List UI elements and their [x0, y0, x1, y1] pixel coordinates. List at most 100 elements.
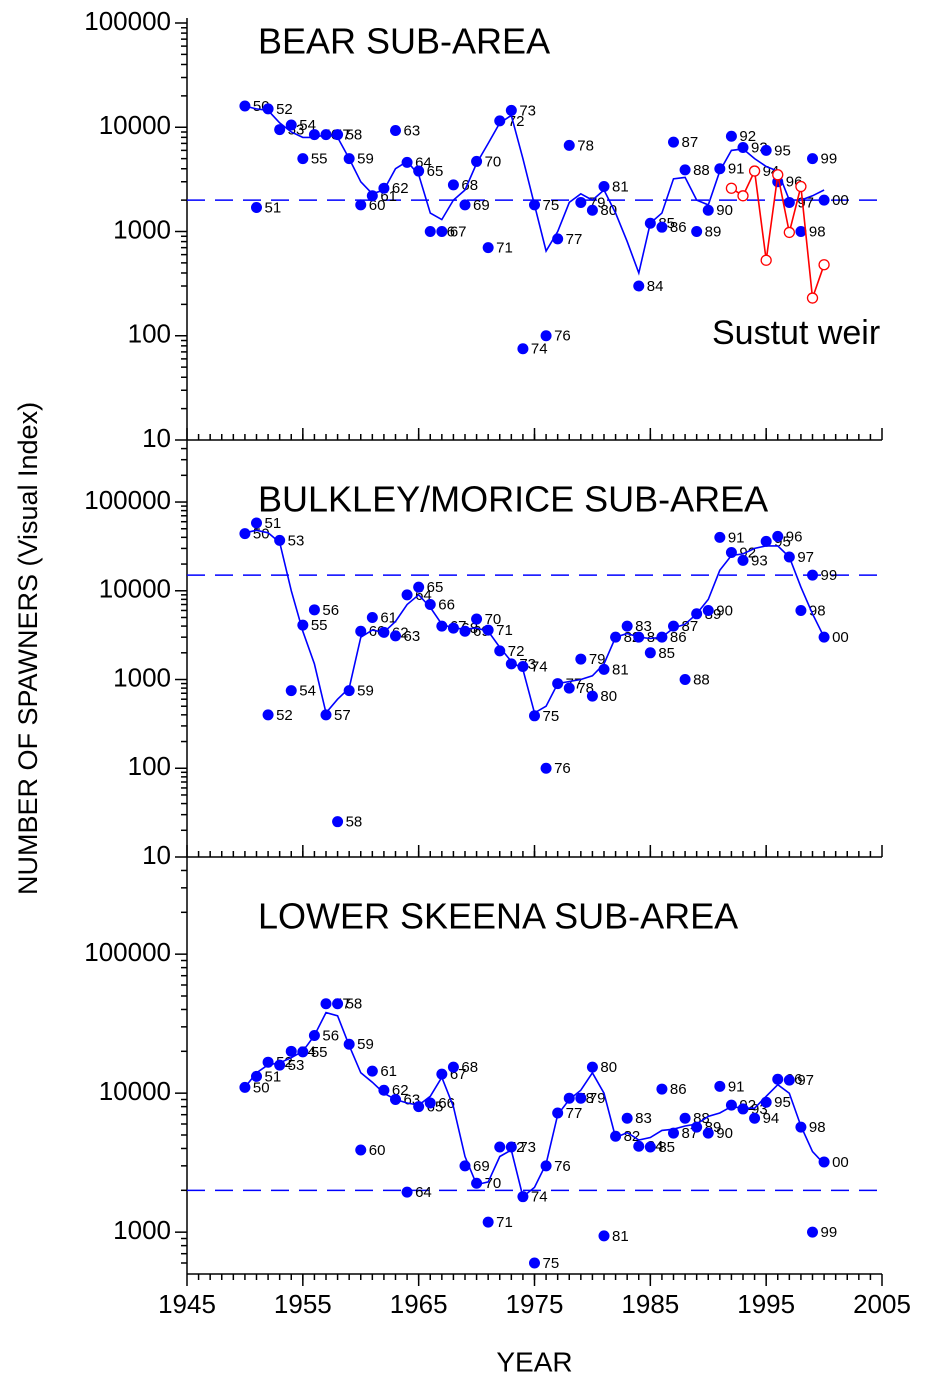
data-point	[459, 199, 471, 211]
y-tick-label: 100000	[84, 485, 171, 515]
point-label: 87	[682, 618, 699, 635]
point-label: 78	[577, 137, 594, 154]
point-label: 73	[519, 102, 536, 119]
point-label: 99	[821, 1224, 838, 1241]
point-label: 74	[531, 659, 548, 676]
point-label: 68	[461, 1059, 478, 1076]
data-point	[714, 531, 726, 543]
data-point	[563, 139, 575, 151]
point-label: 57	[334, 707, 351, 724]
data-point	[818, 194, 830, 206]
open-point	[725, 182, 738, 194]
open-point	[772, 169, 784, 181]
point-label: 83	[635, 1110, 652, 1127]
point-label: 75	[543, 1255, 560, 1272]
point-label: 64	[415, 1184, 432, 1201]
y-tick-label: 100	[128, 751, 171, 781]
data-point	[633, 1140, 645, 1152]
point-label: 98	[809, 1119, 826, 1136]
data-point	[297, 153, 309, 165]
point-label: 51	[265, 1068, 282, 1085]
point-label: 54	[299, 683, 316, 700]
y-tick-label: 10000	[99, 574, 171, 604]
y-tick-label: 10000	[99, 110, 171, 140]
data-point	[668, 620, 679, 632]
data-point	[251, 201, 262, 213]
series-annotation: Sustut weir	[712, 314, 880, 352]
data-point	[447, 1061, 459, 1073]
point-label: 89	[705, 223, 722, 240]
point-label: 71	[496, 240, 513, 257]
data-point	[355, 199, 367, 211]
data-point	[818, 1156, 830, 1168]
data-point	[621, 620, 633, 632]
data-point	[540, 762, 552, 774]
point-label: 95	[774, 1094, 791, 1111]
data-point	[482, 1216, 494, 1228]
data-point	[737, 554, 749, 566]
data-point	[529, 1257, 540, 1269]
point-label: 86	[670, 219, 687, 236]
point-label: 59	[357, 683, 374, 700]
data-point	[274, 124, 286, 136]
point-label: 85	[658, 1139, 675, 1156]
point-label: 99	[821, 567, 838, 584]
trend-line	[244, 105, 825, 276]
data-point	[598, 1230, 610, 1242]
point-label: 87	[682, 134, 699, 151]
point-label: 63	[404, 628, 421, 645]
point-label: 91	[728, 1078, 745, 1095]
point-label: 70	[485, 153, 502, 170]
x-tick-label: 1955	[274, 1289, 332, 1319]
point-label: 76	[554, 1158, 571, 1175]
open-point	[783, 226, 795, 239]
point-label: 00	[832, 629, 849, 646]
point-label: 56	[322, 1027, 339, 1044]
data-point	[586, 690, 598, 702]
data-point	[575, 1092, 587, 1104]
point-label: 90	[716, 1125, 733, 1142]
point-label: 91	[728, 161, 745, 178]
point-label: 52	[276, 101, 293, 118]
point-label: 55	[311, 617, 328, 634]
point-label: 61	[380, 609, 397, 626]
y-tick-label: 1000	[113, 1215, 171, 1245]
y-tick-label: 100000	[84, 6, 171, 36]
x-tick-label: 1945	[158, 1289, 216, 1319]
y-tick-label: 10	[142, 840, 171, 870]
point-label: 51	[265, 515, 282, 532]
data-point	[586, 1061, 598, 1073]
point-label: 00	[832, 192, 849, 209]
point-label: 92	[739, 128, 756, 145]
data-point	[378, 1084, 390, 1096]
point-label: 66	[438, 596, 455, 613]
data-point	[668, 1127, 679, 1139]
data-point	[691, 226, 703, 237]
point-label: 86	[670, 1081, 687, 1098]
data-point	[517, 343, 529, 355]
data-point	[795, 604, 807, 616]
data-point	[679, 1112, 691, 1124]
x-tick-label: 1965	[390, 1289, 448, 1319]
point-label: 84	[647, 278, 664, 295]
point-label: 74	[531, 1189, 548, 1206]
point-label: 62	[392, 180, 409, 197]
data-point	[807, 1226, 818, 1238]
point-label: 69	[473, 1158, 490, 1175]
point-label: 00	[832, 1154, 849, 1171]
y-tick-label: 100	[128, 319, 171, 349]
data-point	[308, 604, 320, 616]
data-point	[471, 613, 483, 625]
data-point	[390, 125, 401, 137]
point-label: 83	[635, 618, 652, 635]
data-point	[725, 130, 737, 142]
data-point	[320, 709, 332, 721]
trend-line	[244, 1011, 825, 1199]
point-label: 71	[496, 622, 513, 639]
point-label: 79	[589, 1090, 606, 1107]
data-point	[332, 998, 344, 1010]
y-tick-label: 1000	[113, 662, 171, 692]
data-point	[239, 528, 251, 540]
point-label: 79	[589, 651, 606, 668]
